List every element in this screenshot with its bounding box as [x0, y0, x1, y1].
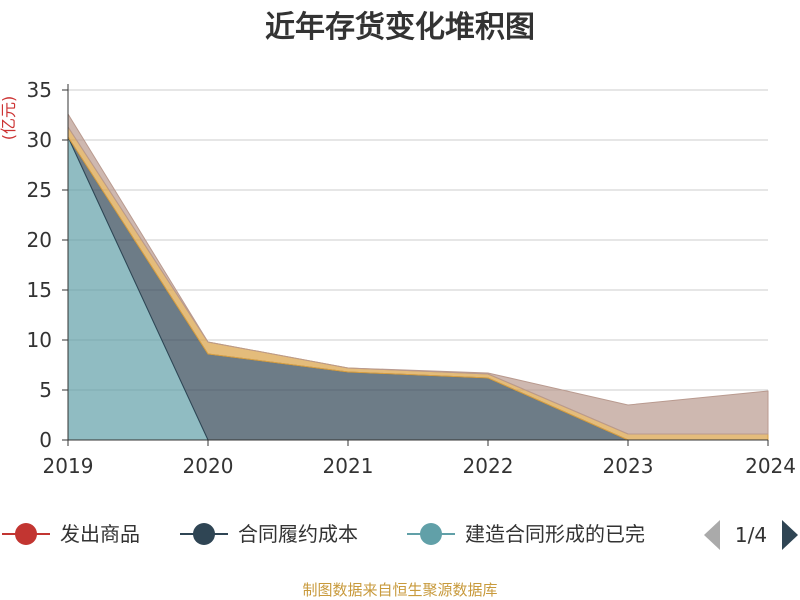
source-note: 制图数据来自恒生聚源数据库	[302, 581, 497, 599]
y-tick-label: 15	[27, 278, 52, 302]
legend: 发出商品 合同履约成本 建造合同形成的已完	[2, 522, 645, 546]
x-tick-label: 2022	[463, 454, 514, 478]
x-tick-label: 2020	[183, 454, 234, 478]
axes	[67, 84, 768, 441]
legend-item[interactable]: 发出商品	[2, 522, 140, 546]
legend-label: 发出商品	[60, 522, 140, 546]
legend-item[interactable]: 建造合同形成的已完	[407, 522, 645, 546]
legend-item[interactable]: 合同履约成本	[180, 522, 358, 546]
plot-areas	[67, 112, 769, 441]
legend-label: 合同履约成本	[238, 522, 358, 546]
y-tick-label: 30	[27, 128, 52, 152]
x-tick-label: 2019	[43, 454, 94, 478]
y-tick-label: 35	[27, 78, 52, 102]
chart-title: 近年存货变化堆积图	[265, 10, 535, 45]
y-tick-label: 0	[39, 428, 52, 452]
x-tick-label: 2021	[323, 454, 374, 478]
legend-marker	[193, 523, 215, 545]
legend-marker	[15, 523, 37, 545]
y-tick-label: 20	[27, 228, 52, 252]
y-tick-label: 25	[27, 178, 52, 202]
x-axis-ticks: 2019 2020 2021 2022 2023 2024	[43, 440, 796, 478]
legend-marker	[420, 523, 442, 545]
pager-label: 1/4	[735, 523, 767, 547]
legend-pager: 1/4	[704, 520, 798, 550]
x-tick-label: 2024	[745, 454, 796, 478]
pager-prev-icon[interactable]	[704, 520, 720, 550]
pager-next-icon[interactable]	[782, 520, 798, 550]
y-axis-ticks: 0 5 10 15 20 25 30 35	[27, 78, 68, 452]
y-tick-label: 5	[39, 378, 52, 402]
y-axis-unit-label: (亿元)	[0, 96, 18, 141]
y-tick-label: 10	[27, 328, 52, 352]
series-area-4	[67, 112, 769, 435]
legend-label: 建造合同形成的已完	[465, 522, 645, 546]
x-tick-label: 2023	[603, 454, 654, 478]
